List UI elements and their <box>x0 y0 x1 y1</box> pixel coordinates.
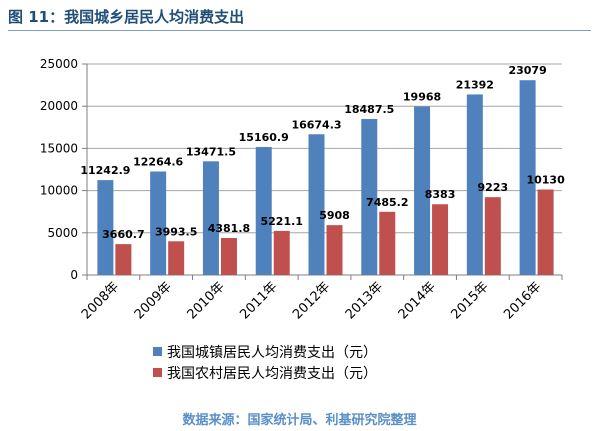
y-tick-label: 5000 <box>47 226 78 240</box>
urban-value-label: 13471.5 <box>186 145 236 158</box>
rural-bar <box>220 238 237 275</box>
urban-bar <box>466 94 483 275</box>
x-tick-label: 2009年 <box>132 279 175 322</box>
rural-value-label: 5908 <box>319 209 350 222</box>
rural-bar <box>379 211 396 275</box>
data-labels: 11242.912264.613471.515160.916674.318487… <box>80 64 565 241</box>
rural-value-label: 9223 <box>478 181 509 194</box>
legend-label-urban: 我国城镇居民人均消费支出（元） <box>167 345 377 361</box>
urban-value-label: 11242.9 <box>80 164 130 177</box>
rural-bar <box>432 204 449 275</box>
urban-value-label: 19968 <box>403 90 441 103</box>
y-tick-label: 25000 <box>40 57 78 71</box>
urban-bar <box>361 118 378 275</box>
legend-label-rural: 我国农村居民人均消费支出（元） <box>167 366 377 382</box>
rural-value-label: 5221.1 <box>260 215 302 228</box>
rural-bar <box>115 244 132 275</box>
x-tick-label: 2013年 <box>343 279 386 322</box>
y-tick-label: 0 <box>70 268 78 282</box>
bars <box>97 80 554 275</box>
rural-bar <box>168 241 185 275</box>
urban-bar <box>308 134 325 275</box>
page-title: 图 11：我国城乡居民人均消费支出 <box>8 8 245 26</box>
legend-swatch-urban <box>153 347 162 356</box>
rural-bar <box>484 197 501 275</box>
urban-bar <box>255 147 272 275</box>
urban-value-label: 21392 <box>456 78 494 91</box>
source-note: 数据来源：国家统计局、利基研究院整理 <box>182 413 417 428</box>
urban-value-label: 16674.3 <box>291 118 341 131</box>
rural-bar <box>326 225 343 275</box>
urban-bar <box>150 171 167 275</box>
urban-bar <box>97 180 114 275</box>
x-tick-label: 2015年 <box>448 279 491 322</box>
rural-value-label: 4381.8 <box>208 222 250 235</box>
legend-swatch-rural <box>153 368 162 377</box>
x-tick-label: 2010年 <box>185 279 228 322</box>
rural-value-label: 3993.5 <box>155 225 197 238</box>
y-tick-label: 10000 <box>40 184 78 198</box>
rural-value-label: 7485.2 <box>366 196 408 209</box>
urban-value-label: 23079 <box>508 64 546 77</box>
urban-value-label: 12264.6 <box>133 155 183 168</box>
urban-bar <box>414 106 431 275</box>
rural-value-label: 3660.7 <box>102 228 144 241</box>
legend: 我国城镇居民人均消费支出（元） 我国农村居民人均消费支出（元） <box>153 345 377 382</box>
urban-bar <box>519 80 536 275</box>
title-divider <box>8 30 591 31</box>
urban-value-label: 18487.5 <box>344 103 394 116</box>
rural-value-label: 10130 <box>526 174 565 187</box>
axes <box>82 63 563 280</box>
x-tick-label: 2014年 <box>396 279 439 322</box>
rural-bar <box>273 230 290 275</box>
y-tick-label: 15000 <box>40 141 78 155</box>
rural-value-label: 8383 <box>425 188 456 201</box>
x-tick-label: 2012年 <box>290 279 333 322</box>
y-tick-label: 20000 <box>40 99 78 113</box>
x-tick-label: 2008年 <box>79 279 122 322</box>
x-tick-label: 2011年 <box>237 279 280 322</box>
urban-value-label: 15160.9 <box>239 131 289 144</box>
x-tick-label: 2016年 <box>501 279 544 322</box>
rural-bar <box>537 189 554 275</box>
urban-bar <box>202 161 219 275</box>
